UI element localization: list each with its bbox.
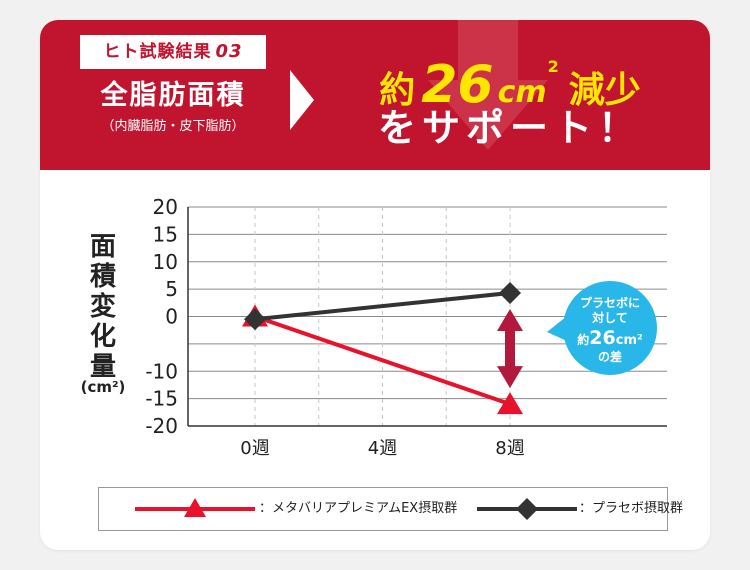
y-axis-label-char: 量 — [90, 352, 116, 382]
trial-badge-text: ヒト試験結果 — [103, 42, 212, 62]
series-line-placebo — [254, 290, 511, 322]
page-title: 全脂肪面積 — [100, 80, 246, 111]
y-tick-label: -15 — [145, 387, 178, 411]
y-axis-label-char: 変 — [90, 291, 116, 322]
annotation-line-1: プラセボに — [580, 295, 640, 310]
header-left: ヒト試験結果 03 全脂肪面積 （内臓脂肪・皮下脂肪） — [80, 35, 266, 136]
trial-badge: ヒト試験結果 03 — [80, 35, 266, 69]
x-tick-label: 0週 — [240, 438, 269, 459]
chevron-right-icon — [290, 70, 314, 130]
y-tick-label: 15 — [153, 222, 178, 246]
result-unit: cm — [497, 75, 547, 110]
x-tick-label: 8週 — [495, 438, 524, 459]
black-diamond-line-icon — [477, 498, 577, 520]
y-axis-label-char: 化 — [90, 322, 116, 352]
y-axis-label-char: 面 — [90, 232, 116, 262]
result-prefix: 約 — [379, 70, 416, 111]
header-banner: ヒト試験結果 03 全脂肪面積 （内臓脂肪・皮下脂肪） 約 26 cm2 減少 をサポー… — [40, 20, 710, 170]
legend: ：メタバリアプレミアムEX摂取群 ：プラセボ摂取群 — [98, 487, 683, 531]
result-card: ヒト試験結果 03 全脂肪面積 （内臓脂肪・皮下脂肪） 約 26 cm2 減少 をサポー… — [40, 20, 710, 550]
x-tick-label: 4週 — [368, 438, 397, 459]
difference-arrow-head-down — [497, 366, 523, 389]
y-tick-label: 5 — [165, 277, 178, 301]
red-triangle-line-icon — [135, 498, 255, 517]
data-point-diamond — [244, 308, 266, 331]
result-value: 26 — [421, 55, 494, 115]
y-axis-label-char: 積 — [90, 262, 116, 292]
y-tick-label: -10 — [145, 359, 178, 383]
y-axis-unit: (cm²) — [81, 378, 126, 396]
page-subtitle: （内臓脂肪・皮下脂肪） — [101, 119, 245, 134]
down-arrow-background-icon — [428, 20, 548, 150]
series-line-ex — [254, 314, 511, 406]
annotation-line-2: 対して — [591, 310, 628, 325]
legend-label-placebo: ：プラセボ摂取群 — [579, 501, 684, 516]
annotation-bubble — [563, 281, 657, 375]
legend-item-placebo: ：プラセボ摂取群 — [429, 488, 683, 530]
result-line-2: をサポート！ — [377, 106, 642, 150]
trial-badge-number: 03 — [215, 41, 243, 62]
legend-label-ex: ：メタバリアプレミアムEX摂取群 — [259, 501, 458, 516]
y-tick-label: 10 — [153, 250, 178, 274]
difference-arrow-shaft — [505, 328, 515, 369]
result-unit-superscript: 2 — [547, 57, 559, 76]
data-point-triangle — [497, 392, 523, 415]
result-suffix: 減少 — [568, 70, 641, 111]
annotation-line-4: の差 — [598, 349, 622, 364]
difference-arrow-head-up — [497, 308, 523, 331]
annotation-line-3: 約26cm² — [577, 327, 642, 349]
result-line-1: 約 26 cm2 減少 — [320, 32, 700, 115]
data-point-diamond — [499, 281, 521, 304]
legend-item-ex: ：メタバリアプレミアムEX摂取群 — [99, 488, 457, 530]
result-headline: 約 26 cm2 減少 をサポート！ — [320, 32, 700, 152]
y-tick-label: 0 — [165, 305, 178, 329]
y-tick-label: -20 — [145, 414, 178, 438]
y-tick-label: 20 — [153, 195, 178, 219]
